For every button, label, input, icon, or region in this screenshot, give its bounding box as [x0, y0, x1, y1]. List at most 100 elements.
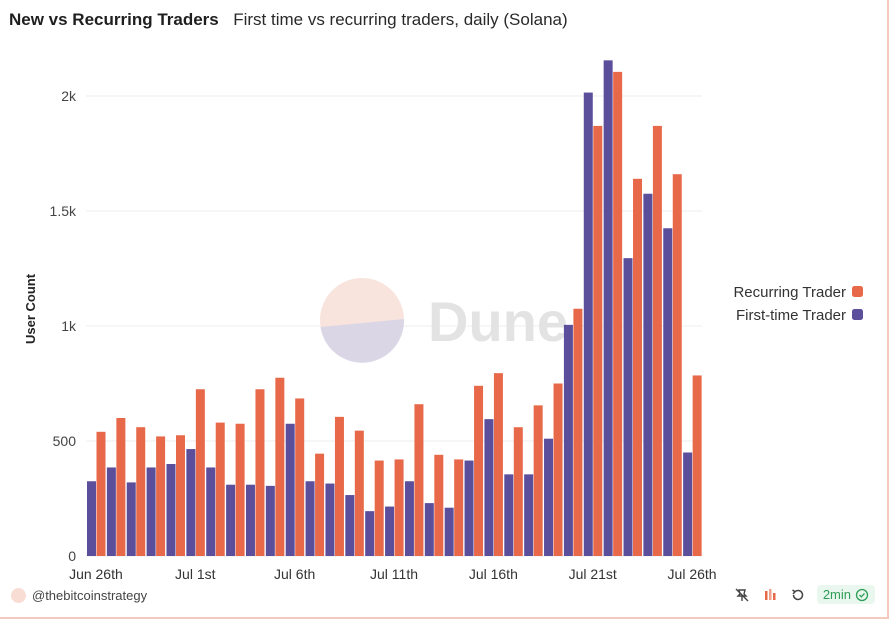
bar-recurring[interactable] — [195, 389, 205, 556]
y-tick-label: 500 — [53, 433, 77, 449]
bar-first-time[interactable] — [404, 481, 414, 556]
bar-recurring[interactable] — [613, 71, 623, 556]
bar-recurring[interactable] — [652, 125, 662, 557]
bar-first-time[interactable] — [464, 460, 474, 556]
bar-recurring[interactable] — [235, 423, 245, 556]
bar-first-time[interactable] — [106, 467, 116, 556]
bar-recurring[interactable] — [593, 125, 603, 557]
bar-recurring[interactable] — [354, 430, 364, 556]
bar-recurring[interactable] — [434, 454, 444, 556]
bar-recurring[interactable] — [374, 460, 384, 556]
x-tick-label: Jun 26th — [69, 566, 123, 580]
author-link[interactable]: @thebitcoinstrategy — [11, 588, 147, 603]
x-axis-ticks: Jun 26th Jul 1st Jul 6th Jul 11th Jul 16th Ju… — [69, 566, 717, 580]
legend-label: Recurring Trader — [733, 284, 846, 301]
legend-item[interactable]: Recurring Trader — [733, 284, 863, 301]
bar-recurring[interactable] — [315, 453, 325, 556]
bar-recurring[interactable] — [394, 459, 404, 556]
chart-title: New vs Recurring Traders — [9, 10, 219, 29]
bar-recurring[interactable] — [275, 377, 285, 556]
pin-icon[interactable] — [733, 586, 751, 604]
y-tick-label: 1.5k — [50, 203, 77, 219]
history-icon[interactable] — [789, 586, 807, 604]
bar-first-time[interactable] — [325, 483, 335, 556]
legend-label: First-time Trader — [736, 307, 846, 324]
bar-first-time[interactable] — [643, 193, 653, 556]
bar-recurring[interactable] — [553, 383, 563, 557]
bar-recurring[interactable] — [116, 418, 126, 556]
bar-recurring[interactable] — [533, 405, 543, 556]
bar-recurring[interactable] — [454, 459, 464, 556]
bar-first-time[interactable] — [345, 495, 355, 556]
legend-item[interactable]: First-time Trader — [736, 307, 863, 324]
bar-first-time[interactable] — [245, 484, 255, 556]
bar-first-time[interactable] — [206, 467, 216, 556]
y-tick-label: 2k — [61, 88, 77, 104]
bar-chart: Dune 0 500 1k 1.5k 2k Jun 26th Jul 1st Jul 6th… — [23, 60, 863, 580]
bar-first-time[interactable] — [186, 449, 196, 556]
refresh-label: 2min — [822, 587, 851, 602]
refresh-badge[interactable]: 2min — [816, 585, 875, 604]
watermark-text: Dune — [428, 290, 568, 353]
bar-first-time[interactable] — [444, 507, 454, 556]
bar-first-time[interactable] — [285, 423, 295, 556]
bar-recurring[interactable] — [136, 427, 146, 556]
chart-bars-icon[interactable] — [761, 586, 779, 604]
bar-first-time[interactable] — [166, 464, 176, 556]
bar-first-time[interactable] — [663, 228, 673, 556]
bar-recurring[interactable] — [474, 385, 484, 556]
bar-first-time[interactable] — [424, 503, 434, 556]
bar-recurring[interactable] — [175, 435, 185, 556]
bar-first-time[interactable] — [623, 258, 633, 556]
bar-recurring[interactable] — [493, 373, 503, 556]
bar-first-time[interactable] — [583, 92, 593, 557]
chart-subtitle: First time vs recurring traders, daily (… — [233, 10, 568, 29]
x-tick-label: Jul 16th — [469, 566, 518, 580]
bar-first-time[interactable] — [504, 474, 514, 556]
author-avatar — [11, 588, 26, 603]
bar-recurring[interactable] — [295, 398, 305, 556]
bar-first-time[interactable] — [484, 419, 494, 556]
bar-recurring[interactable] — [513, 427, 523, 556]
watermark-logo-lower — [320, 319, 405, 363]
bar-first-time[interactable] — [146, 467, 156, 556]
check-circle-icon — [855, 588, 869, 601]
watermark: Dune — [320, 278, 568, 363]
bar-first-time[interactable] — [524, 474, 534, 556]
bar-first-time[interactable] — [563, 324, 573, 556]
bar-recurring[interactable] — [692, 375, 702, 556]
bar-recurring[interactable] — [633, 178, 643, 557]
bar-first-time[interactable] — [87, 481, 96, 556]
bar-recurring[interactable] — [96, 431, 106, 556]
bar-first-time[interactable] — [683, 452, 693, 557]
bar-first-time[interactable] — [603, 60, 613, 556]
bar-recurring[interactable] — [255, 389, 265, 556]
x-tick-label: Jul 21st — [569, 566, 617, 580]
bar-first-time[interactable] — [305, 481, 315, 556]
bar-recurring[interactable] — [573, 308, 583, 556]
bar-first-time[interactable] — [544, 438, 554, 556]
legend[interactable]: Recurring Trader First-time Trader — [733, 284, 863, 324]
bar-recurring[interactable] — [156, 436, 166, 556]
chart-footer: @thebitcoinstrategy — [0, 582, 887, 612]
x-tick-label: Jul 26th — [668, 566, 717, 580]
bars — [87, 60, 702, 557]
bar-first-time[interactable] — [265, 485, 275, 556]
y-axis-ticks: 0 500 1k 1.5k 2k — [50, 88, 77, 564]
y-tick-label: 0 — [68, 548, 76, 564]
author-name: @thebitcoinstrategy — [32, 588, 148, 603]
bar-first-time[interactable] — [385, 506, 395, 556]
bar-first-time[interactable] — [365, 511, 375, 556]
y-tick-label: 1k — [61, 318, 77, 334]
bar-recurring[interactable] — [334, 416, 344, 556]
bar-recurring[interactable] — [215, 422, 225, 556]
chart-header: New vs Recurring Traders First time vs r… — [9, 10, 568, 30]
bar-first-time[interactable] — [126, 482, 136, 556]
bar-recurring[interactable] — [672, 174, 682, 556]
bar-recurring[interactable] — [414, 404, 424, 556]
y-axis-label: User Count — [23, 273, 38, 344]
x-tick-label: Jul 6th — [274, 566, 315, 580]
bar-first-time[interactable] — [226, 484, 236, 556]
x-tick-label: Jul 1st — [175, 566, 216, 580]
